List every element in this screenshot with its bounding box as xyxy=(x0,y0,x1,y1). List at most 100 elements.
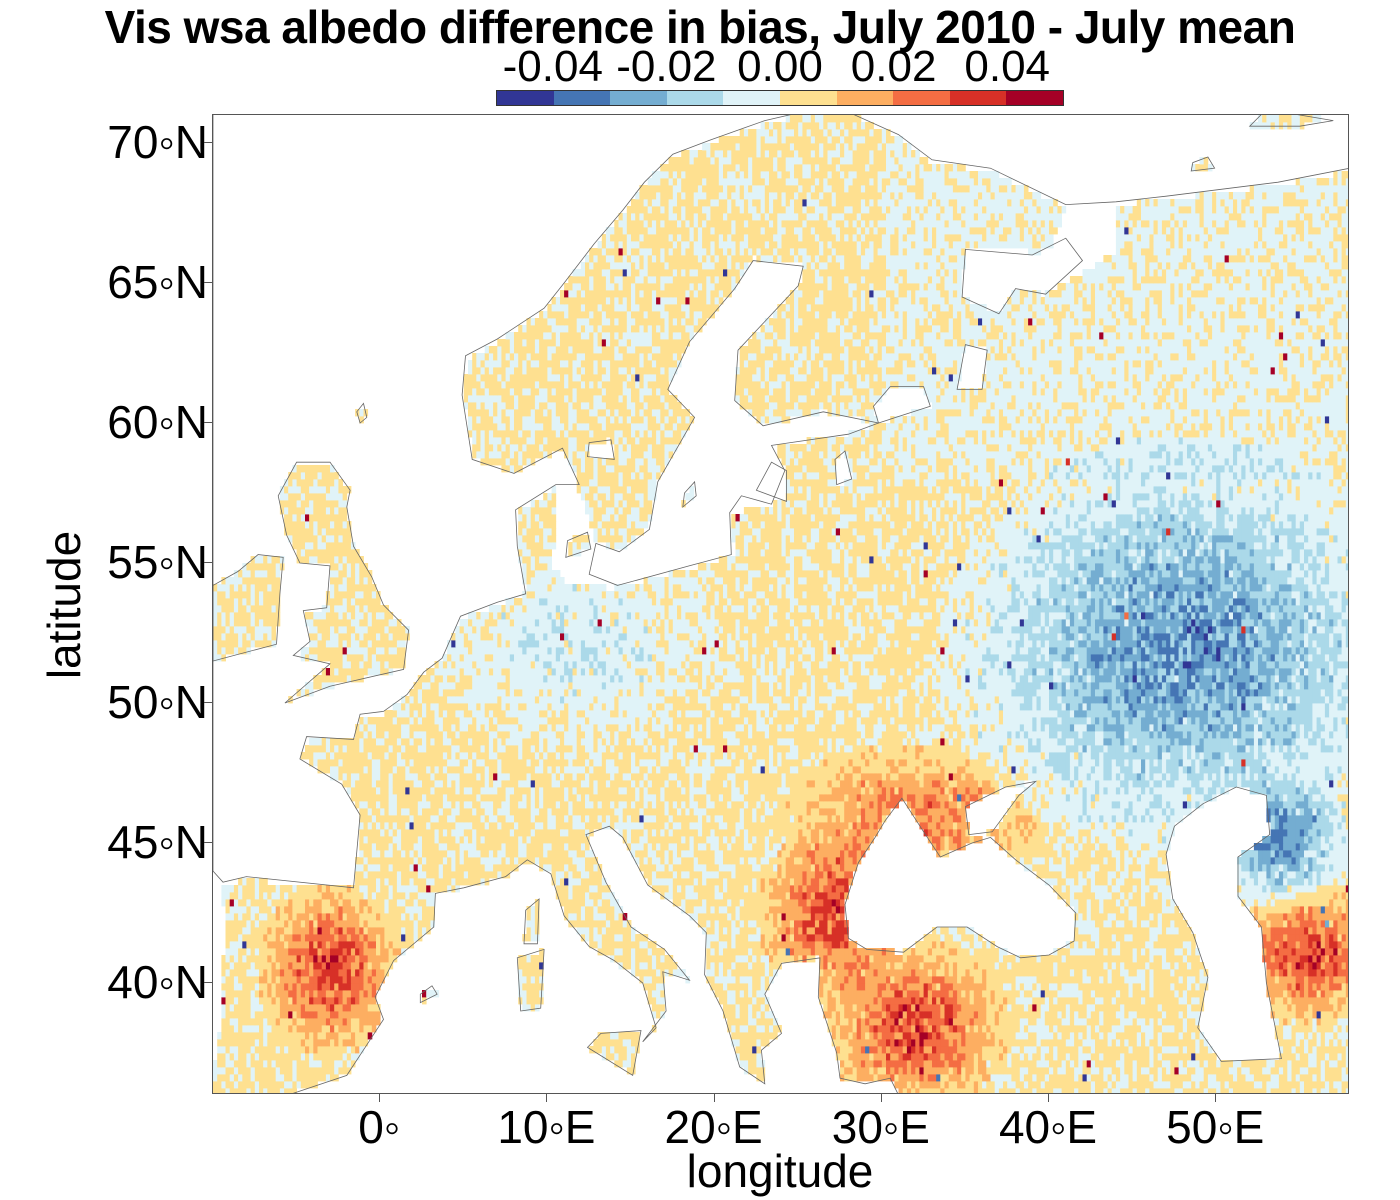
albedo-cell xyxy=(1346,1088,1348,1093)
albedo-cell xyxy=(882,1053,887,1060)
albedo-cell xyxy=(221,1039,226,1046)
albedo-cell xyxy=(1287,1025,1292,1032)
albedo-cell xyxy=(1011,1018,1016,1025)
albedo-cell xyxy=(1312,1088,1317,1093)
albedo-cell xyxy=(878,1025,883,1032)
albedo-cell xyxy=(1020,1088,1025,1093)
albedo-cell xyxy=(1254,1067,1259,1074)
albedo-cell xyxy=(1300,1018,1305,1025)
albedo-cell xyxy=(970,1088,975,1093)
albedo-cell xyxy=(999,1074,1004,1081)
albedo-cell xyxy=(288,1018,293,1025)
albedo-cell xyxy=(1342,1074,1347,1081)
albedo-cell xyxy=(1011,1067,1016,1074)
albedo-cell xyxy=(1099,1060,1104,1067)
albedo-cell xyxy=(1338,1053,1343,1060)
albedo-cell xyxy=(1329,1081,1334,1088)
albedo-cell xyxy=(1183,1088,1188,1093)
albedo-cell xyxy=(932,1025,937,1032)
albedo-cell xyxy=(309,1025,314,1032)
albedo-cell xyxy=(886,1046,891,1053)
albedo-cell xyxy=(226,1067,231,1074)
albedo-cell xyxy=(1116,1032,1121,1039)
albedo-cell xyxy=(1229,1081,1234,1088)
albedo-cell xyxy=(334,1025,339,1032)
albedo-cell xyxy=(1087,1088,1092,1093)
albedo-cell xyxy=(874,1039,879,1046)
albedo-cell xyxy=(865,1067,870,1074)
albedo-cell xyxy=(301,1011,306,1018)
albedo-cell xyxy=(1200,1039,1205,1046)
albedo-cell xyxy=(376,1011,381,1018)
albedo-cell xyxy=(1020,1060,1025,1067)
albedo-cell xyxy=(1233,1074,1238,1081)
albedo-cell xyxy=(272,1081,277,1088)
albedo-cell xyxy=(246,1004,251,1011)
albedo-cell xyxy=(932,1074,937,1081)
albedo-cell xyxy=(1195,1011,1200,1018)
albedo-cell xyxy=(865,1074,870,1081)
albedo-cell xyxy=(974,1039,979,1046)
albedo-cell xyxy=(1020,1046,1025,1053)
albedo-cell xyxy=(1120,1032,1125,1039)
albedo-cell xyxy=(322,1032,327,1039)
albedo-cell xyxy=(623,1032,628,1039)
albedo-cell xyxy=(623,1053,628,1060)
albedo-cell xyxy=(974,1025,979,1032)
albedo-cell xyxy=(1037,1060,1042,1067)
albedo-cell xyxy=(1045,1046,1050,1053)
albedo-cell xyxy=(1279,1088,1284,1093)
albedo-cell xyxy=(1141,1011,1146,1018)
albedo-cell xyxy=(878,1053,883,1060)
albedo-cell xyxy=(907,1018,912,1025)
albedo-cell xyxy=(1049,1060,1054,1067)
albedo-cell xyxy=(727,1004,732,1011)
albedo-cell xyxy=(1095,1011,1100,1018)
albedo-cell xyxy=(1241,1081,1246,1088)
albedo-cell xyxy=(1016,1067,1021,1074)
albedo-cell xyxy=(602,1046,607,1053)
albedo-cell xyxy=(1074,1025,1079,1032)
albedo-cell xyxy=(242,1039,247,1046)
albedo-cell xyxy=(1292,1011,1297,1018)
albedo-cell xyxy=(928,1053,933,1060)
albedo-cell xyxy=(1246,1074,1251,1081)
albedo-cell xyxy=(272,1046,277,1053)
albedo-cell xyxy=(1066,1074,1071,1081)
albedo-cell xyxy=(836,1039,841,1046)
albedo-cell xyxy=(982,1046,987,1053)
albedo-cell xyxy=(347,1067,352,1074)
albedo-cell xyxy=(744,1018,749,1025)
albedo-cell xyxy=(1091,1074,1096,1081)
albedo-cell xyxy=(999,1053,1004,1060)
albedo-cell xyxy=(1028,1011,1033,1018)
albedo-cell xyxy=(1262,1067,1267,1074)
albedo-cell xyxy=(1321,1060,1326,1067)
albedo-cell xyxy=(1158,1060,1163,1067)
albedo-cell xyxy=(234,1074,239,1081)
albedo-cell xyxy=(230,1039,235,1046)
albedo-cell xyxy=(1099,1088,1104,1093)
albedo-cell xyxy=(915,1067,920,1074)
map-plot-area[interactable] xyxy=(212,114,1349,1094)
albedo-cell xyxy=(1045,1088,1050,1093)
albedo-cell xyxy=(217,1046,222,1053)
albedo-cell xyxy=(1133,1060,1138,1067)
albedo-cell xyxy=(1233,1067,1238,1074)
albedo-cell xyxy=(736,1039,741,1046)
albedo-cell xyxy=(305,1067,310,1074)
albedo-cell xyxy=(1254,1081,1259,1088)
albedo-cell xyxy=(752,1039,757,1046)
albedo-cell xyxy=(309,1004,314,1011)
albedo-cell xyxy=(234,1039,239,1046)
albedo-cell xyxy=(1237,1074,1242,1081)
albedo-cell xyxy=(740,1053,745,1060)
albedo-cell xyxy=(234,1053,239,1060)
albedo-cell xyxy=(309,1060,314,1067)
albedo-cell xyxy=(1300,1060,1305,1067)
albedo-cell xyxy=(242,1088,247,1093)
albedo-cell xyxy=(1195,1025,1200,1032)
albedo-cell xyxy=(911,1025,916,1032)
albedo-cell xyxy=(267,1046,272,1053)
albedo-cell xyxy=(238,1025,243,1032)
